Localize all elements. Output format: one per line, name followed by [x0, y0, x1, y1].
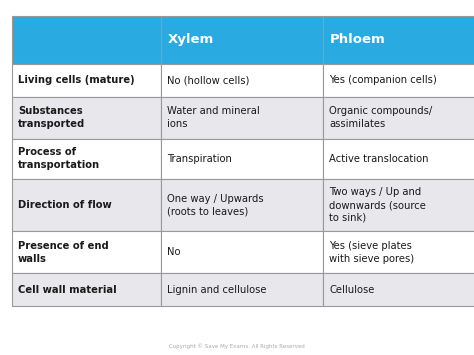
Bar: [161, 64, 323, 97]
Text: No: No: [167, 247, 181, 257]
Text: Transpiration: Transpiration: [167, 154, 232, 164]
Text: Living cells (mature): Living cells (mature): [18, 75, 135, 86]
Text: Active translocation: Active translocation: [329, 154, 429, 164]
Text: Direction of flow: Direction of flow: [18, 200, 112, 210]
Text: Copyright © Save My Exams. All Rights Reserved: Copyright © Save My Exams. All Rights Re…: [169, 343, 305, 349]
Bar: [12, 273, 161, 306]
Text: Yes (companion cells): Yes (companion cells): [329, 75, 437, 86]
Text: Xylem: Xylem: [167, 33, 214, 47]
Text: Yes (sieve plates
with sieve pores): Yes (sieve plates with sieve pores): [329, 241, 415, 264]
Text: Cellulose: Cellulose: [329, 285, 375, 295]
Text: One way / Upwards
(roots to leaves): One way / Upwards (roots to leaves): [167, 194, 264, 217]
Bar: [12, 139, 161, 179]
Bar: [161, 139, 323, 179]
Bar: [12, 231, 161, 273]
Text: Two ways / Up and
downwards (source
to sink): Two ways / Up and downwards (source to s…: [329, 187, 426, 223]
Text: Cell wall material: Cell wall material: [18, 285, 117, 295]
Bar: [323, 179, 474, 231]
Bar: [323, 273, 474, 306]
Bar: [12, 97, 161, 139]
Bar: [161, 273, 323, 306]
Bar: [161, 97, 323, 139]
Bar: [323, 97, 474, 139]
Text: Lignin and cellulose: Lignin and cellulose: [167, 285, 267, 295]
Bar: [161, 231, 323, 273]
Bar: [12, 16, 161, 64]
Bar: [323, 231, 474, 273]
Bar: [12, 179, 161, 231]
Bar: [323, 139, 474, 179]
Text: Phloem: Phloem: [329, 33, 385, 47]
Text: No (hollow cells): No (hollow cells): [167, 75, 250, 86]
Text: Process of
transportation: Process of transportation: [18, 147, 100, 170]
Text: Organic compounds/
assimilates: Organic compounds/ assimilates: [329, 106, 433, 129]
Text: Substances
transported: Substances transported: [18, 106, 85, 129]
Bar: [161, 179, 323, 231]
Bar: [323, 64, 474, 97]
Bar: [323, 16, 474, 64]
Text: Water and mineral
ions: Water and mineral ions: [167, 106, 260, 129]
Bar: [161, 16, 323, 64]
Text: Presence of end
walls: Presence of end walls: [18, 241, 109, 264]
Bar: [12, 64, 161, 97]
